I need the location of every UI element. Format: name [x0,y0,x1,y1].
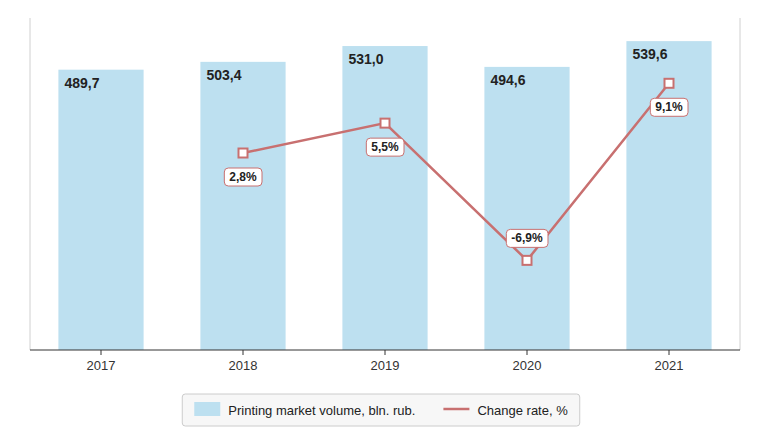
rate-label: 9,1% [655,100,683,114]
bar-label: 494,6 [490,72,525,88]
legend-swatch [443,408,469,411]
chart: 489,7 503,4 531,0 494,6 539,6 2,8% 5,5% -6,9% 9,… [0,0,762,448]
bar-label: 531,0 [348,51,383,67]
bar [626,41,711,350]
line-marker [239,149,248,158]
x-tick [243,350,244,355]
rate-label: -6,9% [511,231,543,245]
line-marker [523,256,532,265]
x-tick-label: 2021 [655,358,684,373]
legend-label: Change rate, % [477,403,568,418]
labels: 489,7 503,4 531,0 494,6 539,6 2,8% 5,5% -6,9% 9,… [64,46,688,247]
bar [484,67,569,350]
bar-label: 539,6 [632,46,667,62]
rate-label: 5,5% [371,140,399,154]
bar-label: 503,4 [206,67,241,83]
legend: Printing market volume, bln. rub. Change … [182,394,579,426]
legend-item: Change rate, % [443,403,568,418]
rate-label-box [224,168,262,186]
x-tick [101,350,102,355]
rate-label-group: -6,9% [506,229,548,247]
bar [58,70,143,350]
legend-swatch [194,402,220,416]
x-tick-label: 2019 [371,358,400,373]
x-tick-label: 2017 [87,358,116,373]
rate-label-group: 9,1% [650,98,688,116]
line [243,83,669,260]
x-tick [385,350,386,355]
y-axis-line [30,18,31,350]
rate-label: 2,8% [229,170,257,184]
x-tick-label: 2018 [229,358,258,373]
x-tick [669,350,670,355]
legend-item: Printing market volume, bln. rub. [194,402,415,418]
legend-label: Printing market volume, bln. rub. [228,403,415,418]
x-tick-label: 2020 [513,358,542,373]
bar-label: 489,7 [64,75,99,91]
legend-frame [182,394,579,426]
line-marker [381,119,390,128]
rate-label-group: 5,5% [366,138,404,156]
x-tick [527,350,528,355]
y2-axis-line [740,18,741,350]
bar [342,46,427,350]
bar [200,62,285,350]
rate-label-box [366,138,404,156]
plot-area [58,41,711,350]
rate-label-box [506,229,548,247]
rate-label-box [650,98,688,116]
line-marker [665,79,674,88]
rate-label-group: 2,8% [224,168,262,186]
